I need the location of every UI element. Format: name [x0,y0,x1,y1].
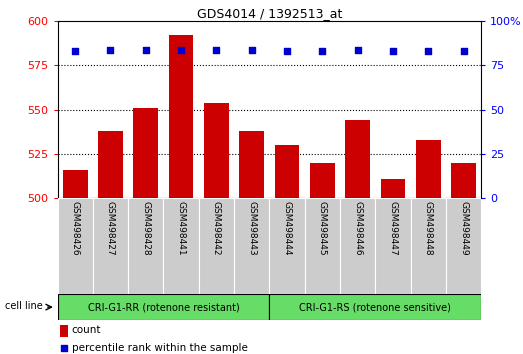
Point [142,47,150,52]
Point [60,345,68,351]
Text: GSM498442: GSM498442 [212,201,221,256]
Text: cell line: cell line [5,301,42,311]
Text: CRI-G1-RS (rotenone sensitive): CRI-G1-RS (rotenone sensitive) [299,302,451,312]
Text: count: count [72,325,101,336]
Text: GSM498427: GSM498427 [106,201,115,256]
Text: GSM498426: GSM498426 [71,201,79,256]
Bar [269,294,481,320]
Bar [199,198,234,294]
Point [106,47,115,52]
Bar [411,198,446,294]
Point [389,48,397,54]
Bar [310,163,335,198]
Bar [98,131,123,198]
Bar [128,198,163,294]
Text: GSM498447: GSM498447 [389,201,397,256]
Bar [61,325,68,337]
Point [247,47,256,52]
Bar [451,163,476,198]
Bar [446,198,481,294]
Text: CRI-G1-RR (rotenone resistant): CRI-G1-RR (rotenone resistant) [87,302,240,312]
Point [424,48,433,54]
Bar [416,140,440,198]
Bar [204,103,229,198]
Text: GSM498428: GSM498428 [141,201,150,256]
Bar [234,198,269,294]
Text: GSM498446: GSM498446 [353,201,362,256]
Bar [93,198,128,294]
Bar [275,145,299,198]
Point [459,48,468,54]
Bar [304,198,340,294]
Text: GSM498448: GSM498448 [424,201,433,256]
Text: GSM498449: GSM498449 [459,201,468,256]
Bar [58,294,269,320]
Text: GSM498441: GSM498441 [177,201,186,256]
Bar [163,198,199,294]
Point [71,48,79,54]
Bar [63,170,87,198]
Bar [169,35,194,198]
Bar [133,108,158,198]
Bar [240,131,264,198]
Point [318,48,326,54]
Text: GSM498444: GSM498444 [282,201,291,256]
Bar [269,198,304,294]
Bar [345,120,370,198]
Point [283,48,291,54]
Point [354,47,362,52]
Bar [375,198,411,294]
Text: GSM498445: GSM498445 [318,201,327,256]
Point [212,47,221,52]
Bar [340,198,375,294]
Text: GSM498443: GSM498443 [247,201,256,256]
Title: GDS4014 / 1392513_at: GDS4014 / 1392513_at [197,7,342,20]
Bar [381,179,405,198]
Bar [58,198,93,294]
Point [177,47,185,52]
Text: percentile rank within the sample: percentile rank within the sample [72,343,247,353]
